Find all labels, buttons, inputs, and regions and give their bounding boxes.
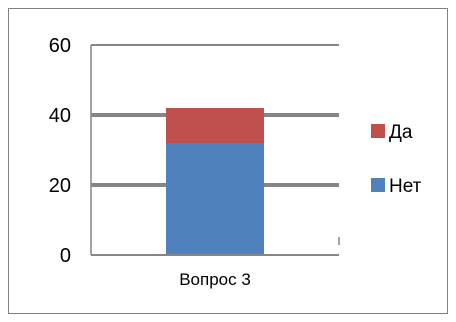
y-tick-label: 60 xyxy=(49,35,71,57)
legend-label-Нет: Нет xyxy=(389,176,422,197)
y-tick-label: 20 xyxy=(49,175,71,197)
chart-frame: 0 20 40 60 Вопрос 3 Да Нет xyxy=(8,8,448,314)
y-tick-label: 40 xyxy=(49,105,71,127)
legend-label-Да: Да xyxy=(389,122,413,143)
y-tick-label: 0 xyxy=(60,245,71,267)
stacked-bar-chart: 0 20 40 60 Вопрос 3 Да Нет xyxy=(49,35,422,289)
bar-Да xyxy=(166,108,264,143)
legend-swatch-Да xyxy=(371,124,385,138)
category-label: Вопрос 3 xyxy=(179,270,251,289)
bar-Нет xyxy=(166,143,264,255)
legend-swatch-Нет xyxy=(371,178,385,192)
